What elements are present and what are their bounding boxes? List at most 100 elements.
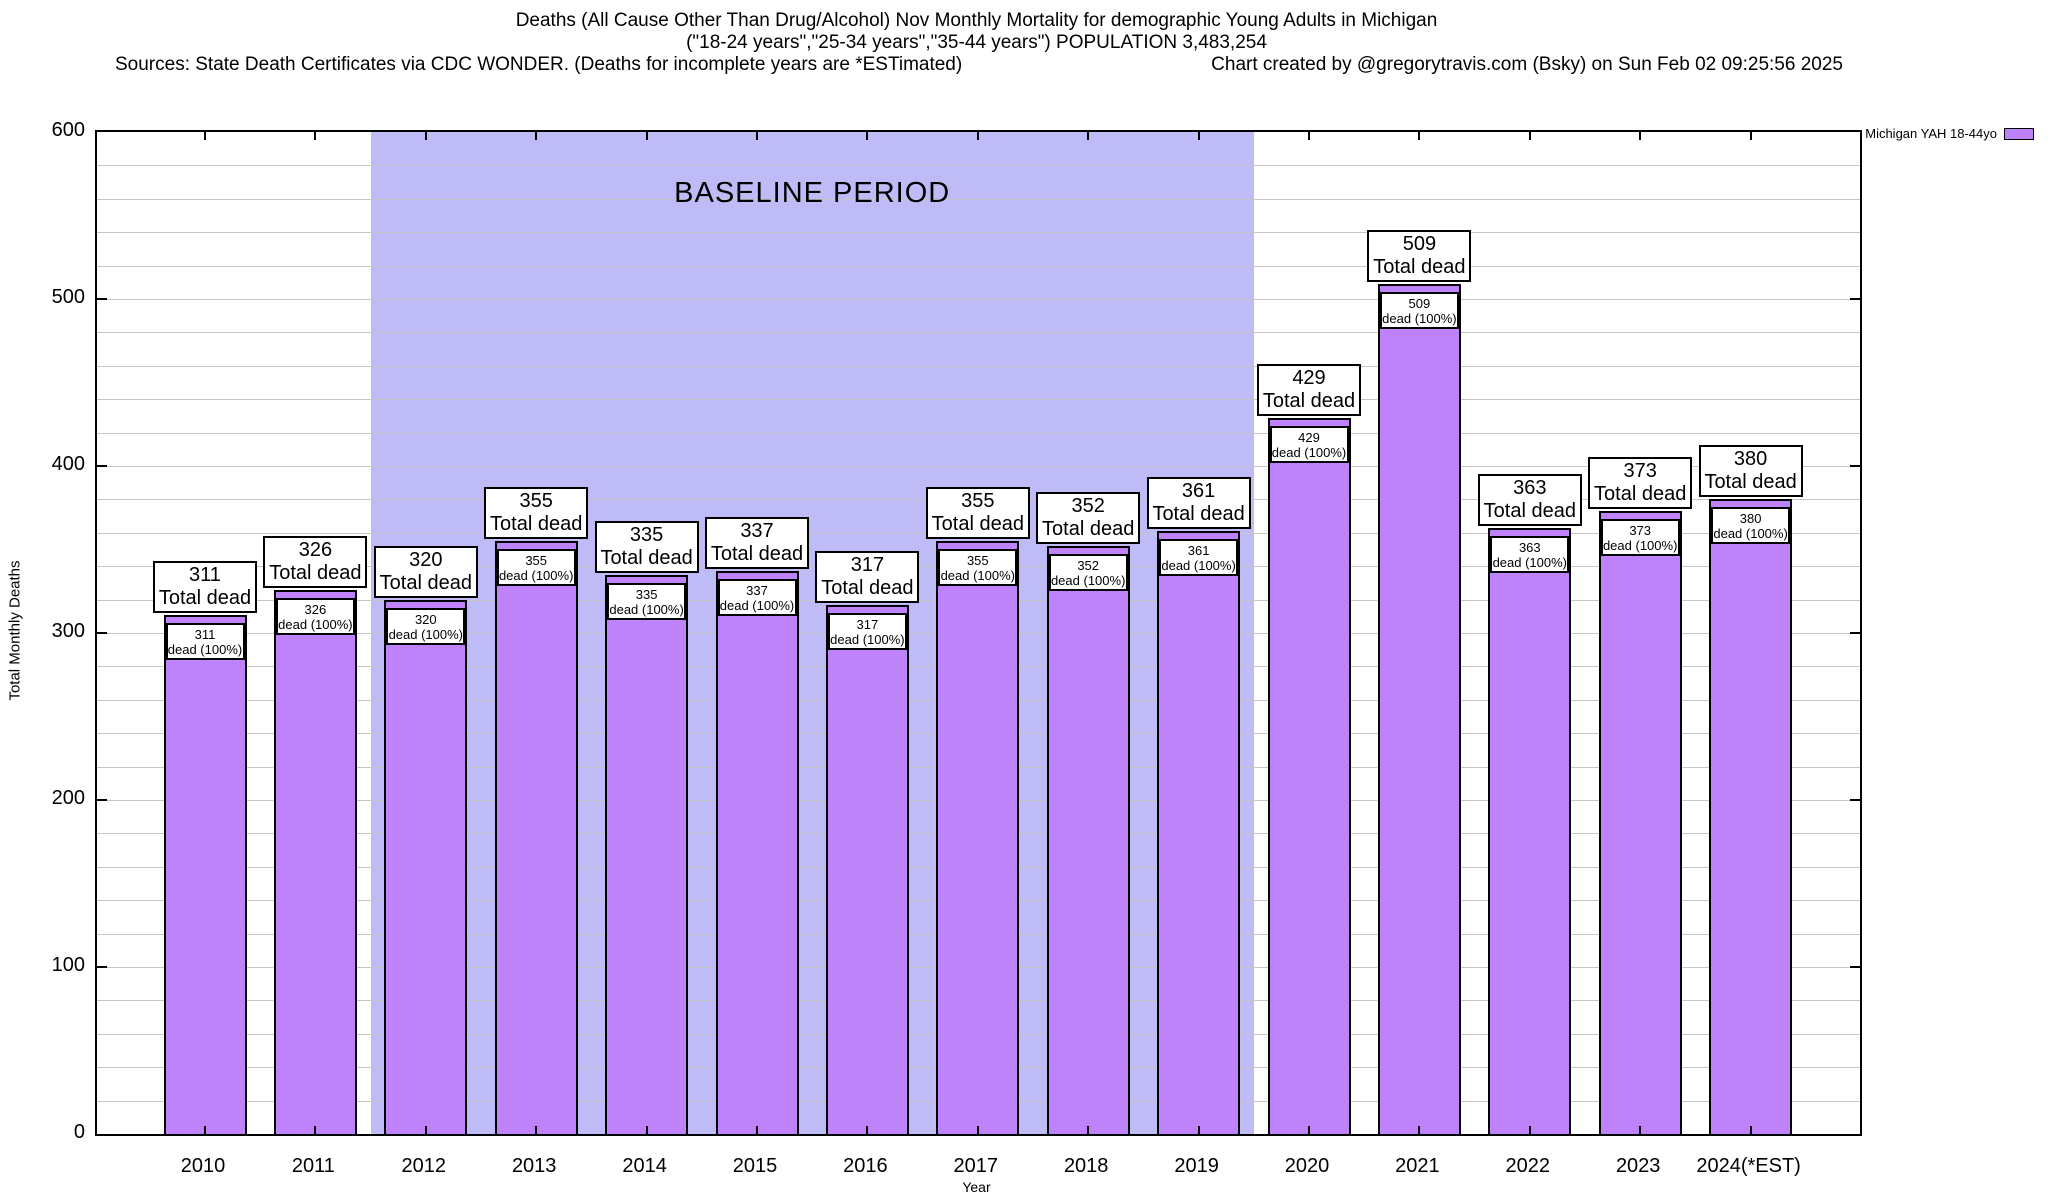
x-tick <box>1308 1126 1310 1134</box>
bar-inner-label: 335 dead (100%) <box>607 582 687 620</box>
y-tick <box>97 298 107 300</box>
bar-total-label: 429 Total dead <box>1257 363 1361 416</box>
bar-inner-label: 337 dead (100%) <box>717 579 797 617</box>
x-tick-label: 2015 <box>732 1155 778 1177</box>
x-axis-title: Year <box>962 1179 991 1195</box>
y-tick-label: 600 <box>51 119 85 141</box>
x-tick <box>1087 1126 1090 1134</box>
legend: Michigan YAH 18-44yo <box>1865 126 2034 141</box>
grid-line <box>97 165 1860 167</box>
x-tick-label: 2017 <box>953 1155 999 1177</box>
bar: 361 dead (100%) <box>1157 531 1241 1134</box>
bar-inner-label: 355 dead (100%) <box>496 549 576 587</box>
y-tick <box>97 632 107 634</box>
y-tick <box>1850 799 1860 801</box>
x-tick <box>535 132 538 140</box>
x-tick <box>424 1126 427 1134</box>
y-tick-label: 400 <box>51 453 85 475</box>
x-tick-label: 2016 <box>843 1155 888 1177</box>
bar-total-label: 355 Total dead <box>484 487 589 540</box>
bar-total-label: 509 Total dead <box>1367 229 1472 282</box>
x-tick <box>204 132 206 140</box>
bar-total-label: 361 Total dead <box>1146 477 1251 530</box>
bar-total-label: 352 Total dead <box>1036 492 1141 545</box>
grid-line <box>97 432 1860 434</box>
y-tick <box>97 799 107 801</box>
bar: 509 dead (100%) <box>1377 283 1461 1134</box>
bar-total-label: 355 Total dead <box>925 487 1030 540</box>
x-tick-label: 2014 <box>622 1155 667 1177</box>
x-tick <box>1749 132 1752 140</box>
x-tick <box>535 1126 538 1134</box>
x-tick <box>1418 132 1421 140</box>
bar: 326 dead (100%) <box>273 589 357 1134</box>
legend-swatch <box>2004 127 2034 140</box>
y-tick-label: 100 <box>51 954 85 976</box>
plot-area: BASELINE PERIOD 311 dead (100%) 311 Total de… <box>95 130 1862 1136</box>
bar-inner-label: 509 dead (100%) <box>1379 291 1459 329</box>
x-tick <box>1639 1126 1642 1134</box>
y-tick <box>1850 298 1860 300</box>
bar-inner-label: 317 dead (100%) <box>827 612 907 650</box>
bar-inner-label: 361 dead (100%) <box>1159 539 1239 577</box>
y-tick <box>1850 465 1860 467</box>
chart-title-line1: Deaths (All Cause Other Than Drug/Alcoho… <box>515 10 1438 31</box>
chart-title-line2: ("18-24 years","25-34 years","35-44 year… <box>686 32 1267 53</box>
y-tick-label: 0 <box>73 1121 85 1143</box>
y-tick <box>97 966 107 968</box>
y-tick <box>1850 632 1860 634</box>
x-tick <box>1308 132 1310 140</box>
bar-inner-label: 380 dead (100%) <box>1711 507 1791 545</box>
bar-total-label: 337 Total dead <box>705 517 809 570</box>
y-tick-label: 300 <box>51 620 85 642</box>
bar-inner-label: 311 dead (100%) <box>165 622 245 660</box>
bar-inner-label: 326 dead (100%) <box>275 597 355 635</box>
x-tick <box>314 132 317 140</box>
x-tick <box>645 1126 648 1134</box>
grid-line <box>97 399 1860 401</box>
grid-line <box>97 466 1860 467</box>
baseline-period-label: BASELINE PERIOD <box>674 177 951 209</box>
x-tick <box>1749 1126 1752 1134</box>
credit-note: Chart created by @gregorytravis.com (Bsk… <box>1211 54 1843 75</box>
x-tick <box>756 1126 758 1134</box>
x-tick <box>1528 1126 1531 1134</box>
x-tick-label: 2010 <box>180 1155 226 1177</box>
sources-note: Sources: State Death Certificates via CD… <box>115 54 963 75</box>
x-tick-label: 2011 <box>291 1155 335 1177</box>
x-tick <box>314 1126 317 1134</box>
x-tick-label: 2023 <box>1615 1155 1661 1177</box>
x-tick <box>645 132 648 140</box>
bar: 429 dead (100%) <box>1267 417 1351 1134</box>
bar: 320 dead (100%) <box>384 599 468 1134</box>
bar: 355 dead (100%) <box>494 541 578 1134</box>
x-tick <box>976 1126 979 1134</box>
x-tick-label: 2019 <box>1174 1155 1219 1177</box>
bar-total-label: 317 Total dead <box>815 550 920 603</box>
grid-line <box>97 265 1860 267</box>
grid-line <box>97 232 1860 234</box>
grid-line <box>97 365 1860 367</box>
bar-total-label: 326 Total dead <box>263 535 368 588</box>
bar-total-label: 311 Total dead <box>153 560 257 613</box>
x-tick-label: 2020 <box>1284 1155 1330 1177</box>
x-tick <box>204 1126 206 1134</box>
grid-line <box>97 332 1860 334</box>
grid-line <box>97 299 1860 300</box>
bar: 373 dead (100%) <box>1598 511 1682 1134</box>
bar-total-label: 320 Total dead <box>373 545 478 598</box>
x-tick <box>1528 132 1531 140</box>
x-tick <box>866 132 869 140</box>
bar-inner-label: 363 dead (100%) <box>1490 535 1570 573</box>
x-tick-label: 2024(*EST) <box>1696 1155 1801 1177</box>
grid-line <box>97 198 1860 200</box>
bar-total-label: 380 Total dead <box>1698 445 1803 498</box>
bar-total-label: 363 Total dead <box>1477 473 1582 526</box>
x-tick <box>976 132 979 140</box>
legend-label: Michigan YAH 18-44yo <box>1865 126 1997 141</box>
bar-total-label: 373 Total dead <box>1588 457 1693 510</box>
bar: 311 dead (100%) <box>163 614 247 1134</box>
bar-total-label: 335 Total dead <box>594 520 699 573</box>
y-tick-label: 500 <box>51 286 85 308</box>
x-tick <box>1197 132 1200 140</box>
